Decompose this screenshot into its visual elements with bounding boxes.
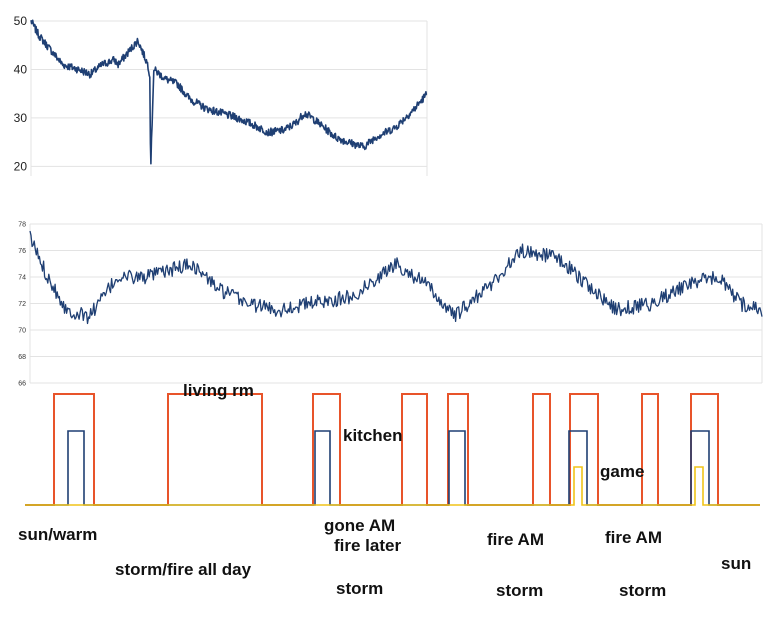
y-tick-label: 30 [14,111,28,125]
y-tick-label: 78 [18,222,26,229]
y-tick-label: 66 [18,381,26,388]
note-gone-am: gone AM [324,516,395,535]
outdoor-gridlines [30,20,428,176]
indoor-temp-chart: 66 68 70 72 74 76 78 [18,222,763,388]
indoor-gridlines [29,223,763,384]
label-kitchen: kitchen [343,426,403,445]
note-sun: sun [721,554,751,573]
y-tick-label: 40 [14,62,28,76]
y-tick-label: 68 [18,354,26,361]
y-tick-label: 76 [18,248,26,255]
outdoor-y-ticks: 20 30 40 50 [14,14,28,173]
y-tick-label: 70 [18,328,26,335]
y-tick-label: 74 [18,275,26,282]
label-game: game [600,462,644,481]
indoor-temp-series-line [29,230,763,325]
note-storm-fire-all-day: storm/fire all day [115,560,252,579]
label-living-rm: living rm [183,381,254,400]
y-tick-label: 50 [14,14,28,28]
note-storm-3: storm [619,581,666,600]
note-storm-2: storm [496,581,543,600]
note-sun-warm: sun/warm [18,525,97,544]
outdoor-temp-series-line [30,19,428,165]
series-living-rm-steps [25,393,760,506]
y-tick-label: 72 [18,301,26,308]
series-kitchen-steps [25,430,760,506]
y-tick-label: 20 [14,159,28,173]
note-fire-am-1: fire AM [487,530,544,549]
outdoor-temp-chart: 20 30 40 50 [14,14,428,176]
series-game-steps [25,466,760,506]
heater-usage-chart [25,393,760,506]
note-fire-later: fire later [334,536,401,555]
indoor-y-ticks: 66 68 70 72 74 76 78 [18,222,26,388]
note-fire-am-2: fire AM [605,528,662,547]
note-storm-1: storm [336,579,383,598]
